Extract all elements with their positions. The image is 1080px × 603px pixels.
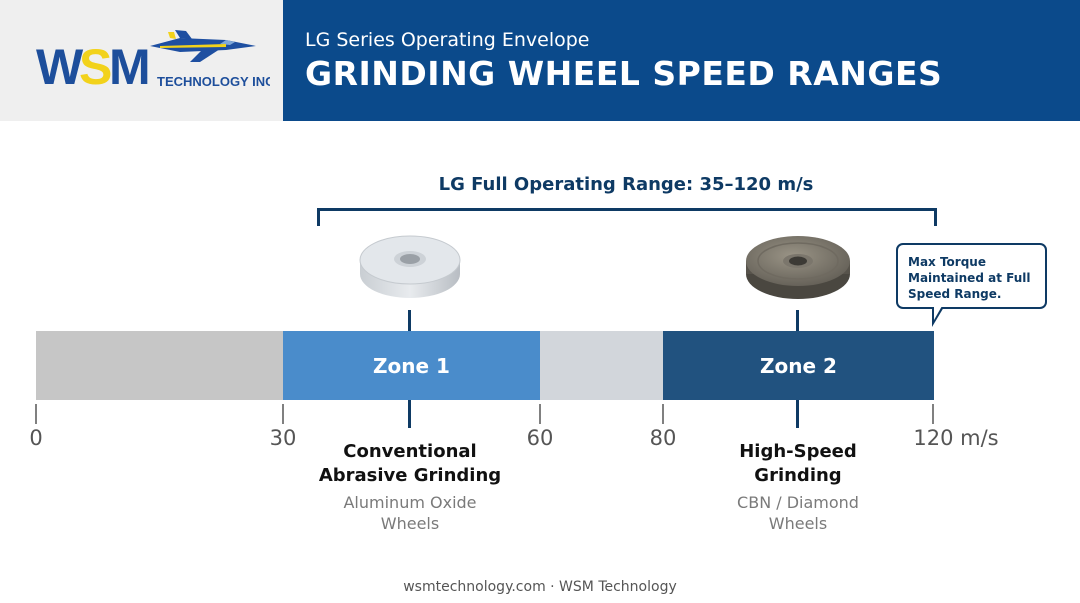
svg-text:S: S xyxy=(79,39,111,95)
title-panel xyxy=(283,0,1080,121)
header: W S M TECHNOLOGY INC. LG Series Operatin… xyxy=(0,0,1080,121)
cbn-diamond-wheel-icon xyxy=(746,236,850,299)
zone1-connector-top xyxy=(408,310,411,331)
svg-text:TECHNOLOGY INC.: TECHNOLOGY INC. xyxy=(157,74,270,89)
zone2-connector-top xyxy=(796,310,799,331)
operating-range-bracket xyxy=(317,208,937,226)
speed-segment-0-30 xyxy=(36,331,283,400)
tick-label-60: 60 xyxy=(526,426,554,450)
logo-panel: W S M TECHNOLOGY INC. xyxy=(0,0,283,121)
speed-segment-60-80 xyxy=(540,331,663,400)
company-logo: W S M TECHNOLOGY INC. xyxy=(36,30,270,95)
tick-label-120: 120 m/s xyxy=(913,426,999,450)
aluminum-oxide-wheel-icon xyxy=(359,235,461,298)
tick-60 xyxy=(539,404,541,424)
tick-120 xyxy=(932,404,934,424)
callout-pointer-fill xyxy=(934,306,942,320)
tick-80 xyxy=(662,404,664,424)
zone1-connector-bottom xyxy=(408,400,411,428)
tick-label-30: 30 xyxy=(269,426,297,450)
tick-0 xyxy=(35,404,37,424)
zone2-application-title: High-Speed Grinding xyxy=(739,441,857,486)
zone1-application-subtitle: Aluminum Oxide Wheels xyxy=(343,493,477,533)
page-subtitle: LG Series Operating Envelope xyxy=(305,29,590,51)
page-title: GRINDING WHEEL SPEED RANGES xyxy=(305,54,943,93)
jet-icon xyxy=(150,30,256,62)
operating-range-label: LG Full Operating Range: 35–120 m/s xyxy=(438,174,814,195)
zone2-segment: Zone 2 xyxy=(663,331,934,400)
zone2-connector-bottom xyxy=(796,400,799,428)
zone1-label: Zone 1 xyxy=(373,353,450,378)
footer: wsmtechnology.com · WSM Technology xyxy=(403,579,677,595)
zone1-segment: Zone 1 xyxy=(283,331,540,400)
tick-label-0: 0 xyxy=(29,426,43,450)
zone1-application-title: Conventional Abrasive Grinding xyxy=(318,441,502,486)
max-torque-callout: Max Torque Maintained at Full Speed Rang… xyxy=(896,243,1047,309)
zone2-label: Zone 2 xyxy=(760,353,837,378)
svg-text:W: W xyxy=(36,39,84,95)
tick-label-80: 80 xyxy=(649,426,677,450)
zone2-application-subtitle: CBN / Diamond Wheels xyxy=(737,493,859,533)
tick-30 xyxy=(282,404,284,424)
svg-text:M: M xyxy=(109,39,148,95)
